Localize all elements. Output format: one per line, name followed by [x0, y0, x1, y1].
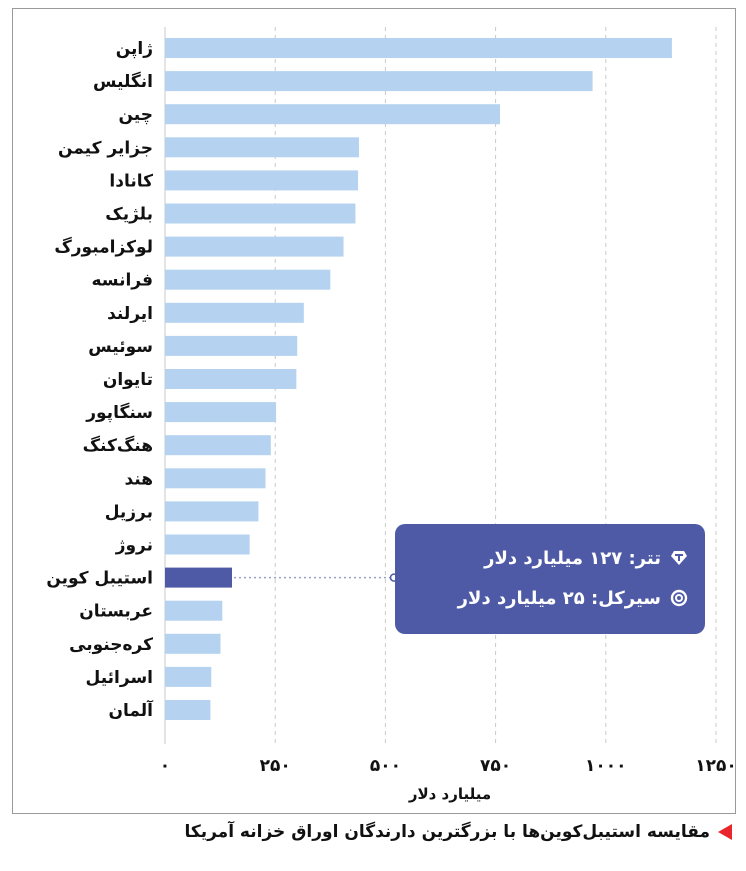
category-label: جزایر کیمن — [58, 138, 153, 158]
category-label: تایوان — [103, 370, 153, 390]
category-label: فرانسه — [91, 271, 153, 291]
category-label: نروژ — [115, 536, 153, 556]
tooltip-tether-text: تتر: ۱۲۷ میلیارد دلار — [484, 547, 661, 569]
bar — [165, 666, 212, 687]
bar — [165, 369, 297, 389]
x-tick-label: ۱۲۵۰ — [695, 756, 735, 776]
bar — [165, 335, 298, 356]
circle-icon — [669, 588, 689, 608]
x-tick-label: ۰ — [160, 756, 170, 776]
bar — [165, 302, 304, 323]
caption-text: مقایسه استیبل‌کوین‌ها با بزرگترین دارندگ… — [184, 822, 710, 842]
category-label: کره‌جنوبی — [69, 635, 153, 655]
bars-group — [165, 38, 672, 720]
bar — [165, 600, 223, 621]
bar — [165, 269, 331, 290]
bar — [165, 137, 359, 158]
bar — [165, 435, 271, 456]
category-label: هنگ‌کنگ — [83, 435, 153, 456]
category-label: چین — [119, 105, 154, 125]
category-labels: ژاپن انگلیس چین جزایر کیمن کانادا بلژیک لوکزام… — [46, 39, 154, 721]
category-label: بلژیک — [105, 205, 153, 225]
x-tick-label: ۱۰۰۰ — [585, 756, 627, 776]
category-label: ژاپن — [116, 39, 153, 59]
bar — [165, 38, 672, 58]
x-tick-label: ۲۵۰ — [260, 756, 291, 776]
bar — [165, 468, 266, 489]
category-label: سوئیس — [88, 337, 153, 357]
bar — [165, 203, 356, 224]
bar-chart: ژاپن انگلیس چین جزایر کیمن کانادا بلژیک لوکزام… — [46, 27, 735, 803]
x-axis-title: میلیارد دلار — [408, 785, 491, 803]
bar-highlight — [165, 567, 233, 588]
category-label: استیبل کوین — [46, 569, 153, 589]
bar — [165, 170, 359, 191]
bar — [165, 402, 277, 423]
stablecoin-tooltip: تتر: ۱۲۷ میلیارد دلار سیرکل: ۲۵ میلیارد … — [395, 524, 705, 634]
tooltip-circle-text: سیرکل: ۲۵ میلیارد دلار — [457, 587, 661, 609]
bar — [165, 700, 211, 720]
category-label: انگلیس — [93, 71, 153, 92]
category-label: ایرلند — [107, 304, 153, 324]
chart-frame: ژاپن انگلیس چین جزایر کیمن کانادا بلژیک لوکزام… — [12, 8, 736, 814]
caption-triangle-icon — [718, 824, 732, 840]
bar — [165, 71, 593, 92]
tooltip-row-circle: سیرکل: ۲۵ میلیارد دلار — [411, 578, 689, 618]
category-label: اسرائیل — [86, 668, 153, 688]
category-label: کانادا — [109, 171, 153, 191]
x-tick-labels: ۰ ۲۵۰ ۵۰۰ ۷۵۰ ۱۰۰۰ ۱۲۵۰ — [160, 756, 735, 776]
category-label: برزیل — [105, 502, 153, 522]
tooltip-row-tether: تتر: ۱۲۷ میلیارد دلار — [411, 538, 689, 578]
category-label: هند — [124, 469, 153, 489]
bar — [165, 534, 250, 555]
bar — [165, 501, 259, 522]
category-label: عربستان — [79, 602, 153, 622]
category-label: لوکزامبورگ — [54, 238, 153, 258]
bar — [165, 104, 501, 125]
bar — [165, 236, 344, 257]
category-label: سنگاپور — [85, 402, 153, 423]
figure-caption: مقایسه استیبل‌کوین‌ها با بزرگترین دارندگ… — [184, 822, 732, 842]
tether-icon — [669, 548, 689, 568]
x-tick-label: ۷۵۰ — [480, 756, 511, 776]
category-label: آلمان — [108, 699, 154, 721]
x-tick-label: ۵۰۰ — [370, 756, 401, 776]
bar — [165, 633, 221, 654]
